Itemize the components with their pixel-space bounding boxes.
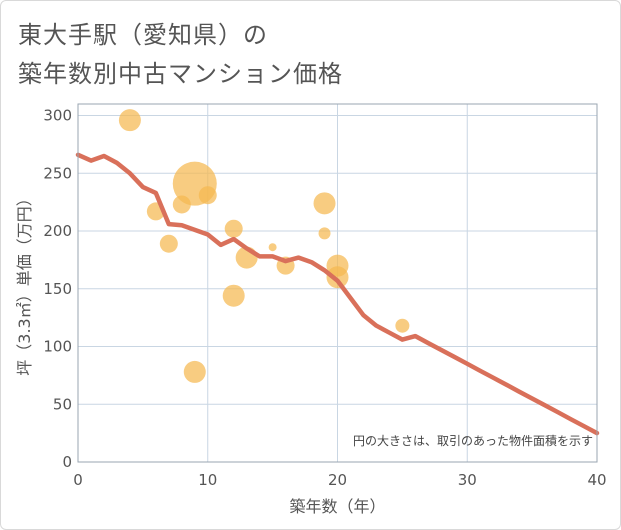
x-tick-label: 0 [73,471,83,489]
chart-title-line-1: 東大手駅（愛知県）の [18,21,268,49]
trend-line [75,152,600,436]
x-tick-label: 20 [328,471,347,489]
y-tick-label: 50 [53,395,72,413]
data-bubble [224,219,243,238]
data-bubble [118,109,141,132]
data-bubble [222,284,245,307]
y-tick-label: 0 [62,453,72,471]
data-bubble [198,186,217,205]
x-tick-label: 40 [587,471,606,489]
data-bubble [313,192,336,215]
chart-title-line-2: 築年数別中古マンション価格 [18,60,343,88]
y-tick-label: 250 [43,164,72,182]
data-bubble [326,266,349,289]
data-bubble [318,227,331,240]
data-bubble [159,234,178,253]
y-tick-label: 300 [43,107,72,125]
y-axis-title: 坪（3.3㎡）単価（万円） [15,190,34,375]
y-tick-label: 150 [43,280,72,298]
x-tick-label: 30 [458,471,477,489]
y-tick-label: 200 [43,222,72,240]
trend-line-series [75,152,600,436]
y-tick-label: 100 [43,338,72,356]
data-bubble [183,360,206,383]
bubble-series [118,109,410,383]
axes: 0 50 100 150 200 250 300 0 10 20 30 40 [43,103,607,489]
data-bubble [268,243,277,252]
grid-lines [78,104,597,462]
x-tick-label: 10 [198,471,217,489]
bubble-size-note: 円の大きさは、取引のあった物件面積を示す [353,433,593,448]
data-bubble [395,318,410,333]
x-axis-title: 築年数（年） [289,497,385,516]
plot-area-border [77,103,598,463]
